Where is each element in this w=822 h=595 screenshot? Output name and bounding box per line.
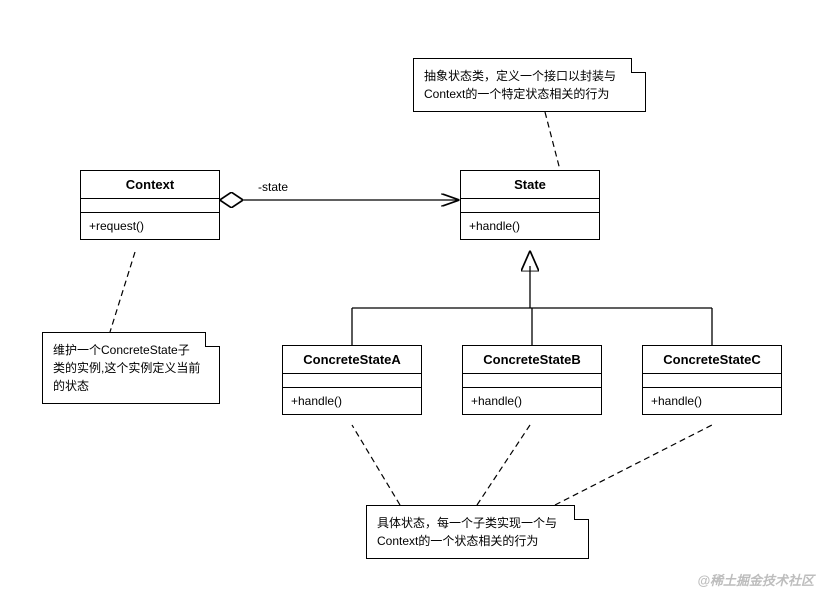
class-concrete-c-name: ConcreteStateC	[643, 346, 781, 374]
class-context: Context +request()	[80, 170, 220, 240]
watermark: @稀土掘金技术社区	[697, 570, 814, 589]
class-concrete-b-name: ConcreteStateB	[463, 346, 601, 374]
note-context-line3: 的状态	[53, 379, 89, 393]
class-context-name: Context	[81, 171, 219, 199]
note-state: 抽象状态类，定义一个接口以封装与 Context的一个特定状态相关的行为	[413, 58, 646, 112]
class-concrete-a-name: ConcreteStateA	[283, 346, 421, 374]
class-concrete-c: ConcreteStateC +handle()	[642, 345, 782, 415]
class-concrete-b-attrs	[463, 374, 601, 388]
class-concrete-a: ConcreteStateA +handle()	[282, 345, 422, 415]
edge-note-concrete-a	[352, 425, 400, 505]
class-state-methods: +handle()	[461, 213, 599, 239]
edge-note-state	[545, 112, 560, 170]
class-context-attrs	[81, 199, 219, 213]
note-concrete: 具体状态，每一个子类实现一个与 Context的一个状态相关的行为	[366, 505, 589, 559]
note-context-line2: 类的实例,这个实例定义当前	[53, 361, 200, 375]
class-concrete-c-attrs	[643, 374, 781, 388]
class-state-attrs	[461, 199, 599, 213]
edge-note-concrete-c	[555, 425, 712, 505]
edge-label-state: -state	[258, 180, 288, 194]
note-concrete-line1: 具体状态，每一个子类实现一个与	[377, 516, 557, 530]
class-state-name: State	[461, 171, 599, 199]
class-concrete-a-methods: +handle()	[283, 388, 421, 414]
note-concrete-line2: Context的一个状态相关的行为	[377, 534, 538, 548]
class-state: State +handle()	[460, 170, 600, 240]
class-concrete-c-methods: +handle()	[643, 388, 781, 414]
class-concrete-b-methods: +handle()	[463, 388, 601, 414]
note-state-line2: Context的一个特定状态相关的行为	[424, 87, 609, 101]
note-context-line1: 维护一个ConcreteState子	[53, 343, 190, 357]
class-context-methods: +request()	[81, 213, 219, 239]
class-concrete-b: ConcreteStateB +handle()	[462, 345, 602, 415]
note-context: 维护一个ConcreteState子 类的实例,这个实例定义当前 的状态	[42, 332, 220, 404]
edge-note-concrete-b	[477, 425, 530, 505]
edge-note-context	[110, 252, 135, 332]
note-state-line1: 抽象状态类，定义一个接口以封装与	[424, 69, 616, 83]
class-concrete-a-attrs	[283, 374, 421, 388]
